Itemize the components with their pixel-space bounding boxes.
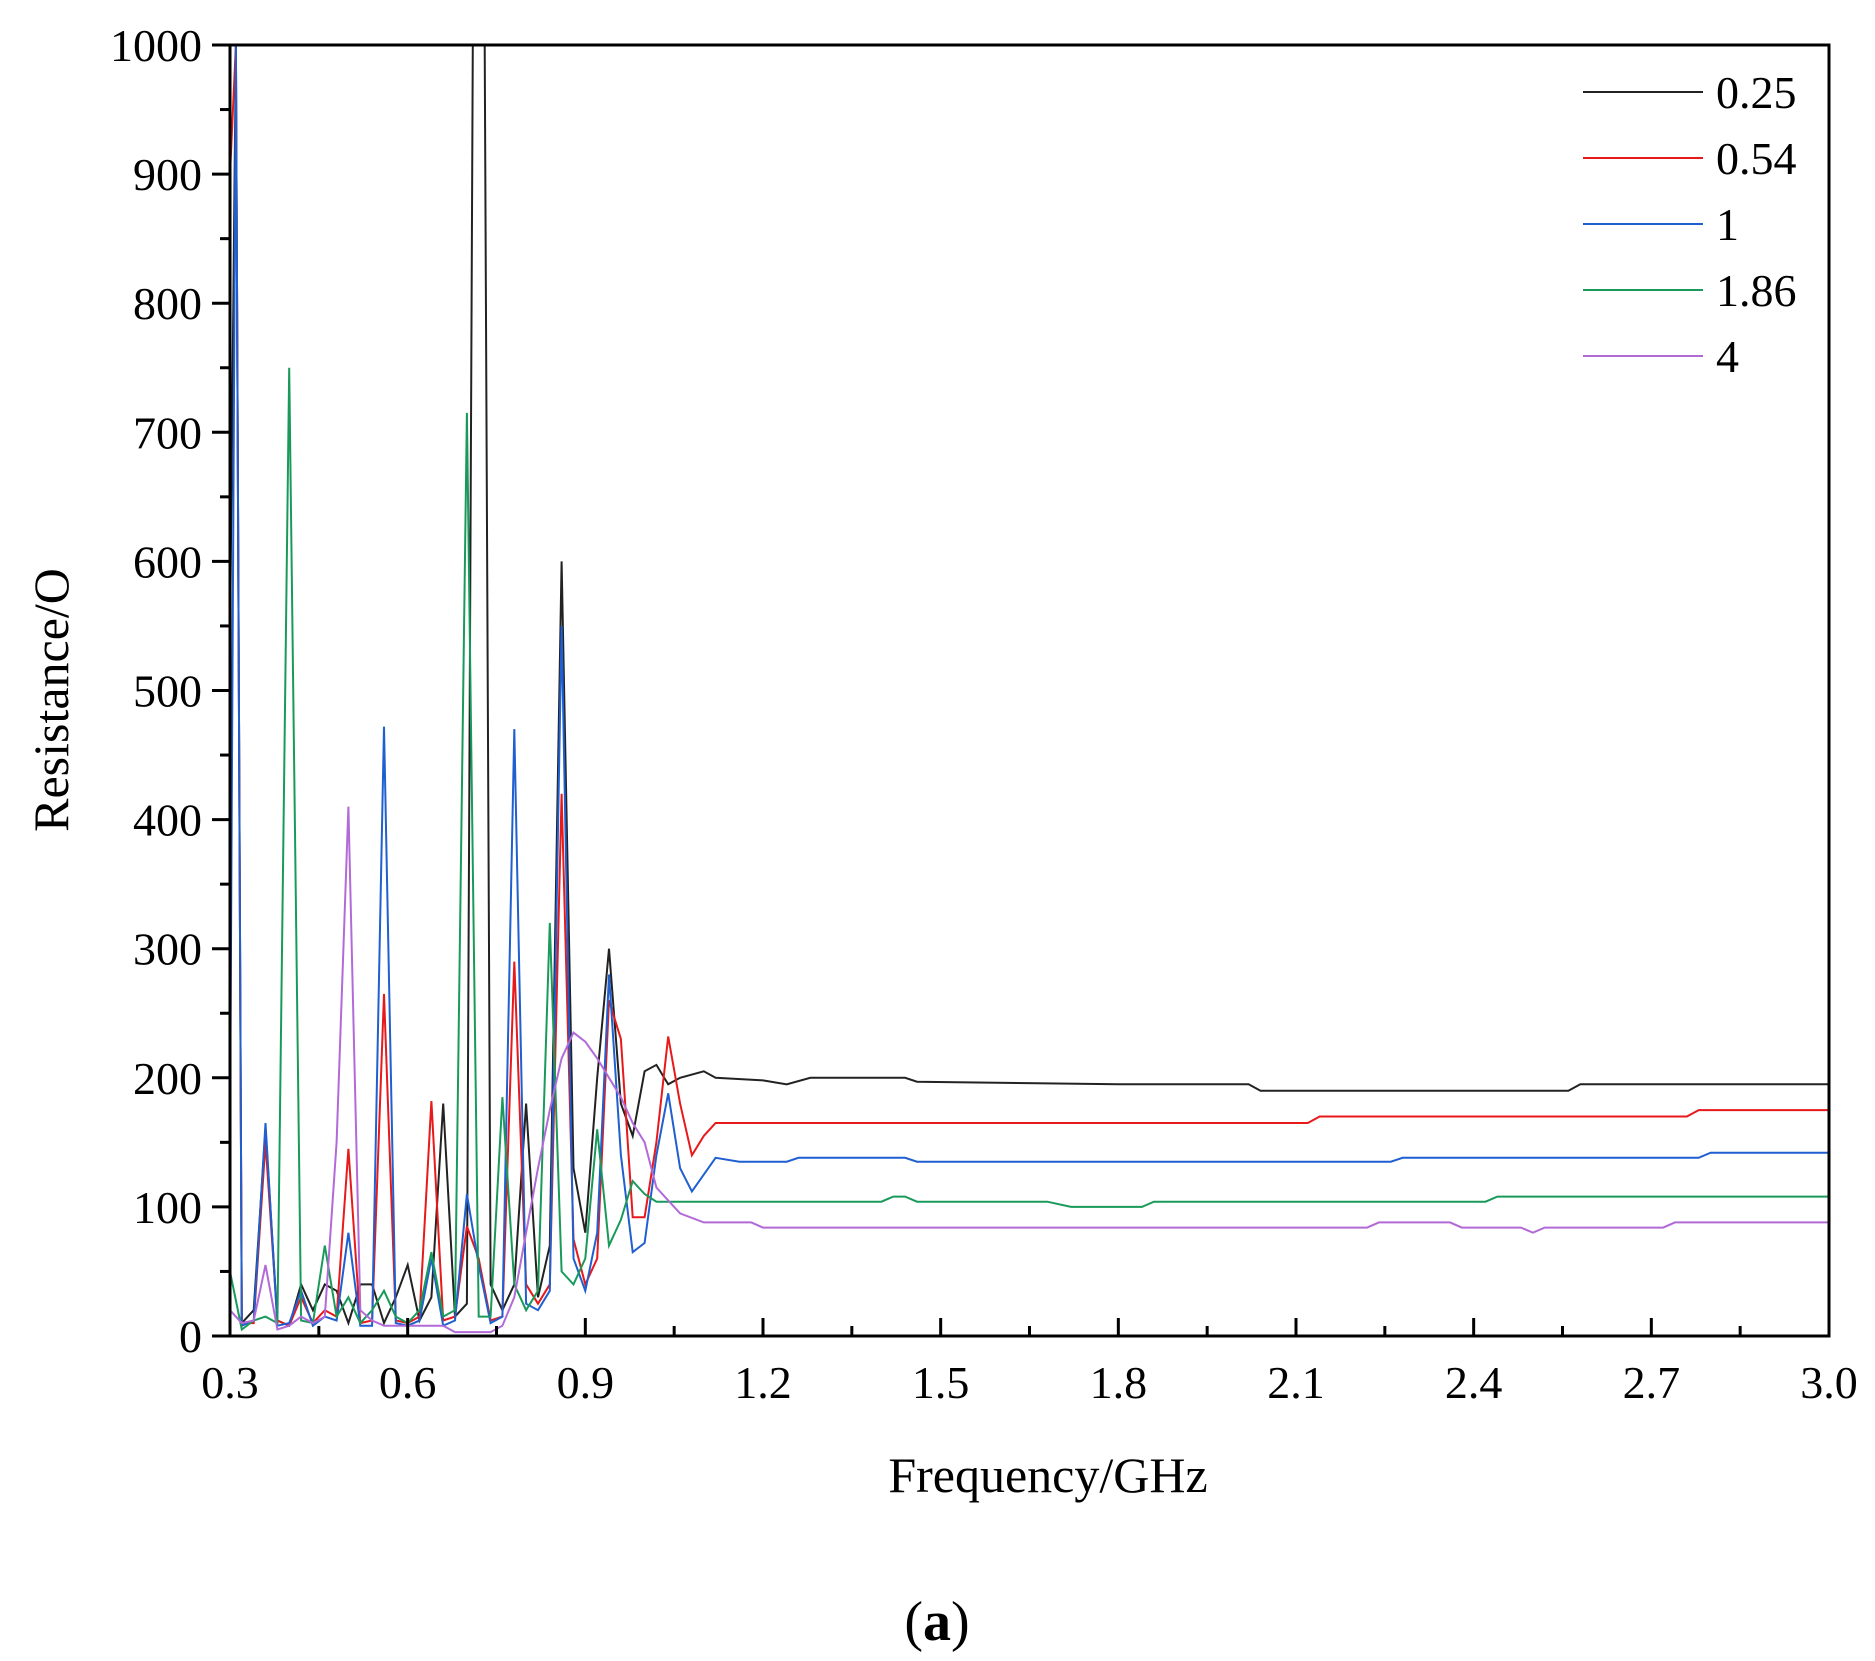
series-line-4 bbox=[229, 806, 1829, 1334]
y-tick-label: 100 bbox=[133, 1182, 202, 1233]
y-tick-label: 700 bbox=[133, 407, 202, 458]
y-tick-label: 600 bbox=[133, 536, 202, 587]
x-tick-label: 1.8 bbox=[1090, 1357, 1148, 1408]
y-axis-title: Resistance/O bbox=[23, 568, 79, 832]
legend-label-1.86: 1.86 bbox=[1716, 265, 1797, 316]
x-tick-label: 1.2 bbox=[734, 1357, 792, 1408]
legend-label-1: 1 bbox=[1716, 199, 1739, 250]
x-tick-label: 0.3 bbox=[201, 1357, 259, 1408]
y-tick-label: 900 bbox=[133, 149, 202, 200]
x-tick-label: 0.9 bbox=[557, 1357, 615, 1408]
y-tick-label: 1000 bbox=[110, 20, 202, 71]
series-line-1.86 bbox=[229, 367, 1829, 1332]
plot-series-group bbox=[229, 44, 1829, 1334]
x-tick-label: 1.5 bbox=[912, 1357, 970, 1408]
legend-label-0.54: 0.54 bbox=[1716, 133, 1797, 184]
panel-label: (a) bbox=[904, 1591, 969, 1653]
x-tick-label: 2.1 bbox=[1267, 1357, 1325, 1408]
x-tick-label: 3.0 bbox=[1800, 1357, 1858, 1408]
x-axis-title: Frequency/GHz bbox=[888, 1447, 1207, 1503]
legend-label-0.25: 0.25 bbox=[1716, 67, 1797, 118]
legend: 0.25 0.54 1 1.86 4 bbox=[1583, 67, 1797, 382]
x-tick-label: 2.7 bbox=[1623, 1357, 1681, 1408]
y-tick-label: 200 bbox=[133, 1053, 202, 1104]
y-tick-label: 400 bbox=[133, 795, 202, 846]
legend-label-4: 4 bbox=[1716, 331, 1739, 382]
y-tick-label: 0 bbox=[179, 1311, 202, 1362]
x-tick-label: 0.6 bbox=[379, 1357, 437, 1408]
y-tick-label: 500 bbox=[133, 666, 202, 717]
axis-ticks bbox=[212, 43, 1831, 1338]
axis-tick-labels: 0.3 0.6 0.9 1.2 1.5 1.8 2.1 2.4 2.7 3.0 0 100 200 300… bbox=[110, 20, 1858, 1408]
y-tick-label: 300 bbox=[133, 924, 202, 975]
x-tick-label: 2.4 bbox=[1445, 1357, 1503, 1408]
panel-letter: a bbox=[923, 1591, 951, 1653]
series-line-0.25 bbox=[229, 44, 1829, 1328]
y-tick-label: 800 bbox=[133, 278, 202, 329]
